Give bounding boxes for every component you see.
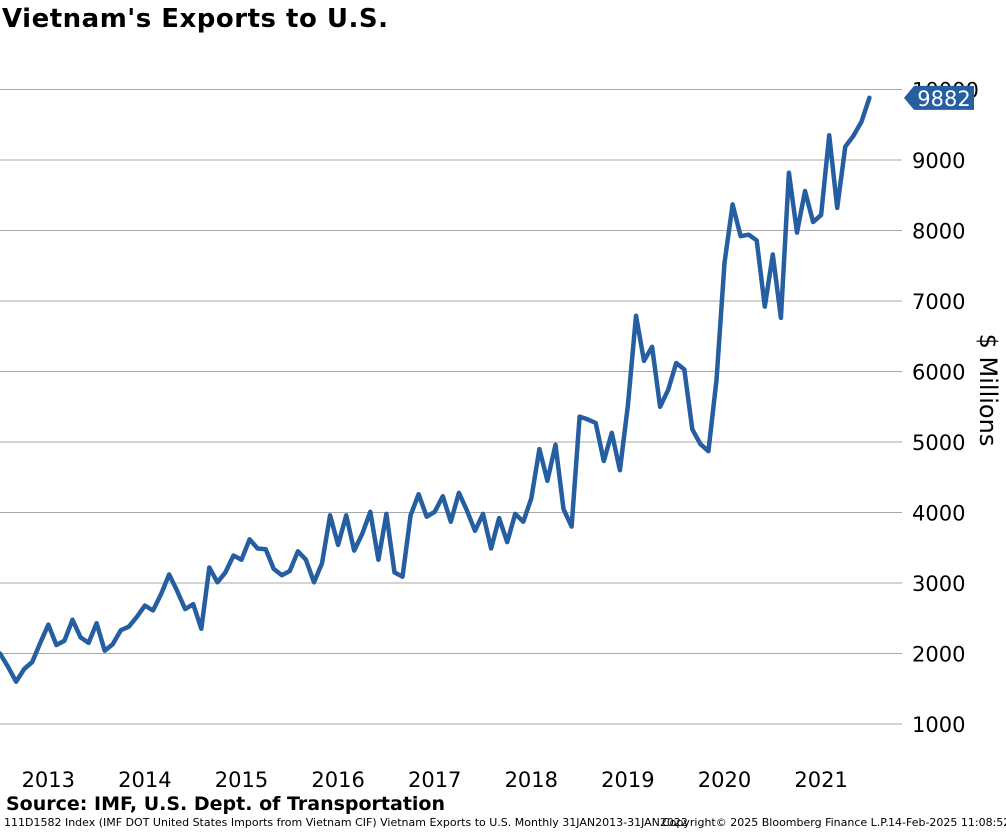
y-tick-label: 5000 — [912, 431, 965, 455]
footer-copyright: Copyright© 2025 Bloomberg Finance L.P. — [662, 816, 889, 829]
y-tick-label: 9000 — [912, 149, 965, 173]
y-tick-label: 3000 — [912, 572, 965, 596]
last-value-flag — [904, 85, 974, 110]
last-value-marker: 9882 — [904, 85, 974, 111]
x-tick-label: 2013 — [22, 768, 75, 792]
y-tick-label: 8000 — [912, 220, 965, 244]
x-tick-label: 2016 — [311, 768, 364, 792]
x-tick-label: 2017 — [408, 768, 461, 792]
y-tick-label: 2000 — [912, 643, 965, 667]
y-tick-label: 7000 — [912, 290, 965, 314]
y-axis-ticks: 1000200030004000500060007000800090001000… — [912, 79, 979, 738]
chart-title: Vietnam's Exports to U.S. — [2, 4, 389, 34]
source-note: Source: IMF, U.S. Dept. of Transportatio… — [6, 793, 446, 815]
footer-timestamp: 14-Feb-2025 11:08:52 — [888, 816, 1006, 829]
series-line-0 — [0, 95, 872, 684]
x-axis-ticks: 2013 2014 2015 2016 2017 2018 2019 2020 2021 — [22, 768, 848, 792]
y-tick-label: 4000 — [912, 502, 965, 526]
x-tick-label: 2021 — [794, 768, 847, 792]
footer-index-description: 111D1582 Index (IMF DOT United States Im… — [4, 816, 688, 829]
y-tick-label: 6000 — [912, 361, 965, 385]
x-tick-label: 2020 — [698, 768, 751, 792]
y-tick-label: 1000 — [912, 713, 965, 737]
last-value-label: 9882 — [917, 87, 970, 111]
y-axis-label: $ Millions — [974, 333, 1002, 447]
x-tick-label: 2015 — [215, 768, 268, 792]
series-layer — [0, 95, 872, 684]
x-tick-label: 2014 — [118, 768, 171, 792]
x-tick-label: 2019 — [601, 768, 654, 792]
gridlines — [0, 89, 902, 725]
x-tick-label: 2018 — [505, 768, 558, 792]
